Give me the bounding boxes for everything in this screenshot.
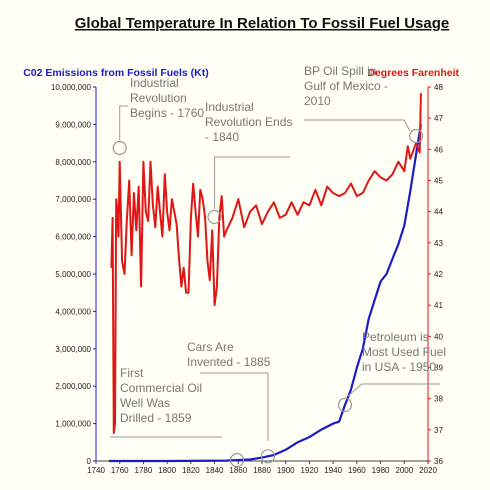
annotation-line: Most Used Fuel	[362, 345, 446, 359]
x-tick-label: 1940	[324, 466, 342, 475]
annotation: Industrial Revolution Ends - 1840	[205, 100, 292, 224]
annotation-line: Petroleum is	[362, 330, 429, 344]
annotations: Industrial Revolution Begins - 1760 Industr…	[110, 64, 446, 467]
annotation: Industrial Revolution Begins - 1760	[113, 76, 204, 155]
x-tick-label: 1960	[348, 466, 366, 475]
x-tick-label: 2020	[419, 466, 437, 475]
left-axis-label: C02 Emissions from Fossil Fuels (Kt)	[23, 67, 209, 79]
annotation-line: Industrial	[130, 76, 179, 90]
annotation: Petroleum is Most Used Fuel in USA - 1950	[339, 330, 447, 411]
right-tick-label: 40	[434, 332, 443, 341]
annotation-line: First	[120, 366, 144, 380]
annotation-leader	[120, 106, 128, 140]
right-tick-label: 44	[434, 208, 443, 217]
annotation: Cars Are Invented - 1885	[187, 340, 274, 463]
annotation-text: First Commercial Oil Well Was Drilled - 185…	[120, 366, 202, 425]
chart-title: Global Temperature In Relation To Fossil…	[75, 15, 450, 32]
annotation-leader	[348, 384, 440, 396]
right-tick-label: 43	[434, 239, 443, 248]
annotation-line: Well Was	[120, 396, 170, 410]
x-tick-label: 1920	[301, 466, 319, 475]
annotation-line: Cars Are	[187, 340, 234, 354]
annotation-line: BP Oil Spill in	[304, 64, 376, 78]
left-tick-label: 0	[87, 457, 92, 466]
annotation-line: 2010	[304, 94, 331, 108]
annotation-line: Industrial	[205, 100, 254, 114]
left-tick-label: 1,000,000	[55, 420, 91, 429]
left-tick-label: 4,000,000	[55, 307, 91, 316]
annotation-line: Commercial Oil	[120, 381, 202, 395]
annotation-line: Drilled - 1859	[120, 411, 192, 425]
left-tick-label: 8,000,000	[55, 158, 91, 167]
left-tick-label: 7,000,000	[55, 195, 91, 204]
x-tick-label: 1780	[135, 466, 153, 475]
left-tick-label: 10,000,000	[51, 83, 92, 92]
annotation-line: Invented - 1885	[187, 355, 271, 369]
x-tick-label: 1840	[206, 466, 224, 475]
annotation-text: Industrial Revolution Begins - 1760	[130, 76, 204, 120]
annotation-line: Begins - 1760	[130, 106, 204, 120]
left-tick-label: 5,000,000	[55, 270, 91, 279]
annotation-leader	[215, 157, 290, 209]
annotation-leader	[304, 120, 410, 131]
annotation-leader	[200, 373, 268, 441]
left-tick-label: 9,000,000	[55, 120, 91, 129]
annotation-line: - 1840	[205, 130, 239, 144]
right-tick-label: 47	[434, 114, 443, 123]
x-tick-label: 1760	[111, 466, 129, 475]
x-tick-label: 1800	[158, 466, 176, 475]
x-tick-label: 1860	[229, 466, 247, 475]
right-axis-label: Degrees Farenheit	[367, 67, 459, 79]
annotation-line: Revolution Ends	[205, 115, 292, 129]
right-tick-label: 41	[434, 301, 443, 310]
right-tick-label: 37	[434, 426, 443, 435]
annotation-line: in USA - 1950	[362, 360, 436, 374]
left-tick-label: 3,000,000	[55, 345, 91, 354]
right-tick-label: 42	[434, 270, 443, 279]
left-tick-label: 6,000,000	[55, 233, 91, 242]
annotation-text: Cars Are Invented - 1885	[187, 340, 271, 369]
annotation: First Commercial Oil Well Was Drilled - 185…	[110, 366, 244, 467]
x-tick-label: 2000	[395, 466, 413, 475]
annotation-text: BP Oil Spill in Gulf of Mexico -2010	[304, 64, 388, 108]
x-tick-label: 1980	[372, 466, 390, 475]
annotation-text: Industrial Revolution Ends - 1840	[205, 100, 292, 144]
x-tick-label: 1740	[87, 466, 105, 475]
annotation-line: Gulf of Mexico -	[304, 79, 388, 93]
x-tick-label: 1900	[277, 466, 295, 475]
right-tick-label: 38	[434, 395, 443, 404]
axes: 1740 1760 1780 1800 1820 1840 1860 1880 1900 1920…	[51, 83, 443, 475]
right-tick-label: 46	[434, 145, 443, 154]
right-tick-label: 48	[434, 83, 443, 92]
left-tick-label: 2,000,000	[55, 382, 91, 391]
x-tick-label: 1820	[182, 466, 200, 475]
x-tick-label: 1880	[253, 466, 271, 475]
right-tick-label: 45	[434, 177, 443, 186]
right-tick-label: 36	[434, 457, 443, 466]
annotation-line: Revolution	[130, 91, 187, 105]
annotation-circle	[113, 142, 126, 155]
